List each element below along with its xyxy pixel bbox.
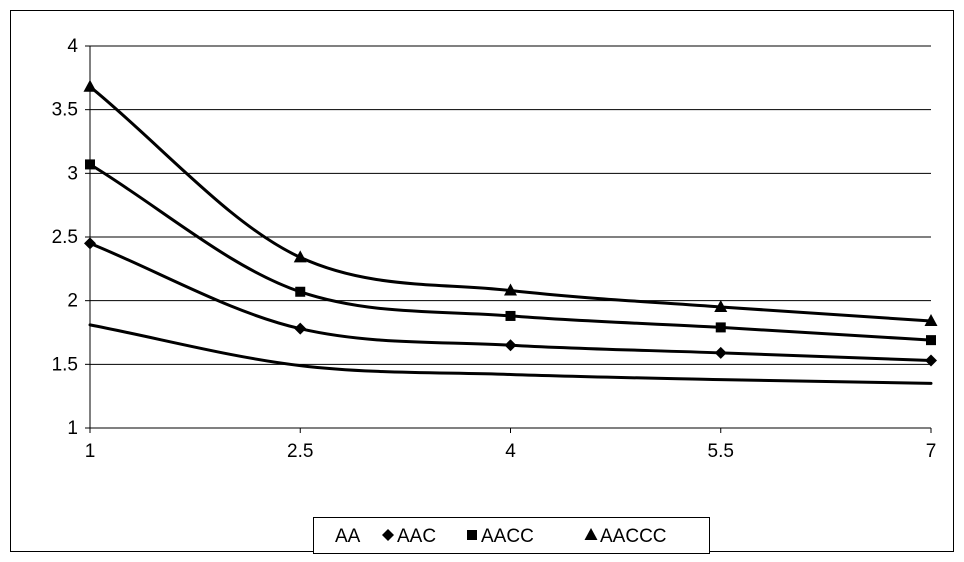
point-aac-2 bbox=[504, 339, 517, 352]
legend-marker-aacc bbox=[467, 530, 477, 540]
point-aaccc-0 bbox=[83, 79, 97, 92]
point-aacc-3 bbox=[715, 322, 726, 333]
y-tick-label-5: 3.5 bbox=[52, 100, 78, 121]
y-tick-label-1: 1.5 bbox=[52, 354, 78, 375]
y-tick-label-4: 3 bbox=[67, 163, 78, 184]
series-aacc bbox=[85, 159, 936, 346]
point-aaccc-2 bbox=[504, 283, 517, 296]
point-aac-4 bbox=[925, 354, 937, 367]
point-aac-1 bbox=[294, 322, 307, 335]
x-tick-label-3: 5.5 bbox=[708, 441, 734, 462]
legend-marker-aaccc bbox=[584, 528, 598, 540]
legend-box bbox=[313, 517, 710, 554]
legend-label-aacc: AACC bbox=[481, 526, 534, 547]
grid bbox=[90, 45, 931, 365]
legend-label-aaccc: AACCC bbox=[600, 526, 667, 547]
series-aaccc bbox=[83, 79, 938, 327]
point-aac-3 bbox=[714, 346, 727, 359]
y-axis-ticks: 1 1.5 2 2.5 3 3.5 4 bbox=[52, 36, 90, 439]
legend-label-aa: AA bbox=[335, 526, 361, 547]
y-tick-label-2: 2 bbox=[67, 291, 78, 312]
point-aaccc-3 bbox=[714, 300, 728, 313]
series-aa bbox=[88, 323, 933, 385]
point-aaccc-4 bbox=[924, 314, 938, 327]
y-tick-label-0: 1 bbox=[67, 418, 78, 439]
chart-frame bbox=[10, 10, 954, 552]
legend: AA AAC AACC AACCC bbox=[313, 517, 710, 554]
point-aacc-2 bbox=[505, 310, 516, 321]
series-aac bbox=[84, 237, 937, 367]
y-tick-label-3: 2.5 bbox=[52, 227, 78, 248]
x-axis-ticks: 1 2.5 4 5.5 7 bbox=[85, 428, 937, 462]
x-tick-label-2: 4 bbox=[505, 441, 516, 462]
point-aacc-4 bbox=[926, 335, 936, 346]
x-tick-label-4: 7 bbox=[926, 441, 937, 462]
point-aac-0 bbox=[84, 237, 96, 250]
legend-marker-aac bbox=[382, 529, 394, 541]
series-layer bbox=[83, 79, 938, 385]
series-line-aa bbox=[88, 323, 933, 385]
legend-label-aac: AAC bbox=[397, 526, 436, 547]
point-aacc-1 bbox=[295, 286, 306, 297]
point-aaccc-1 bbox=[293, 250, 307, 263]
x-tick-label-1: 2.5 bbox=[287, 441, 313, 462]
y-tick-label-6: 4 bbox=[67, 36, 78, 57]
x-tick-label-0: 1 bbox=[85, 441, 96, 462]
point-aacc-0 bbox=[85, 159, 95, 170]
